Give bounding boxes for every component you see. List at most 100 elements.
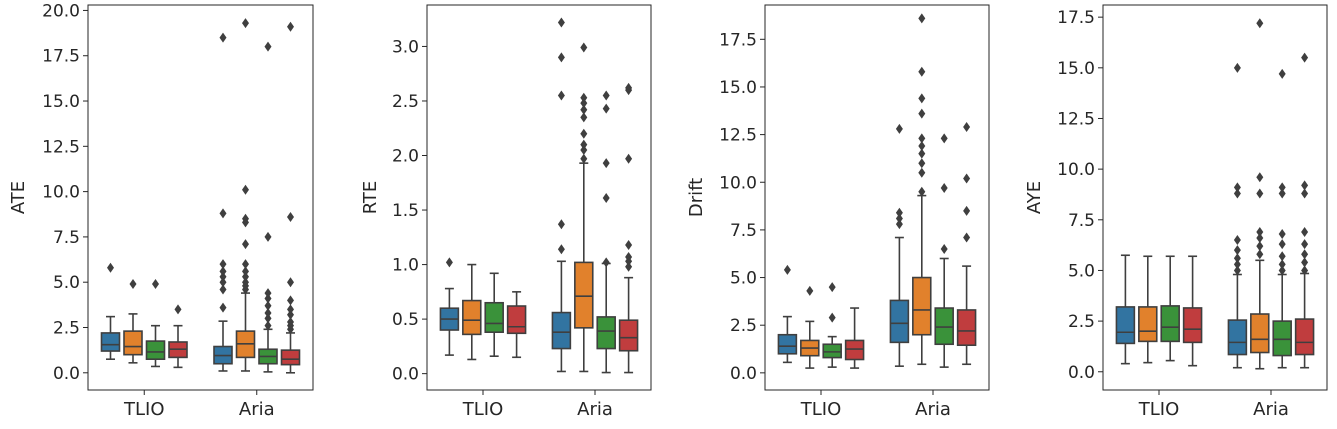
outlier-point (557, 219, 565, 230)
box-aria-2 (574, 42, 594, 373)
chart-panel-rte: 0.0 0.5 1.0 1.5 2.0 2.5 3.0 RTE TLIO Aria (360, 4, 652, 420)
outlier-point (1233, 259, 1241, 270)
y-tick-label: 10.0 (719, 173, 757, 193)
outlier-point (1233, 265, 1241, 276)
outlier-point (940, 133, 948, 144)
outlier-point (264, 308, 272, 318)
outlier-point (918, 158, 926, 169)
outlier-point (264, 293, 272, 304)
box-aria-4 (956, 121, 977, 366)
chart-panel-aye: 0.0 2.5 5.0 7.5 10.0 12.5 15.0 17.5 AYE TLIO Aria (1024, 4, 1328, 420)
x-tick-label-tlio: TLIO (1138, 399, 1180, 420)
outlier-point (174, 304, 182, 315)
box-iqr (934, 307, 954, 346)
box-aria-3 (596, 90, 616, 374)
outlier-point (1301, 52, 1309, 63)
box-iqr (912, 276, 932, 336)
outlier-point (1278, 259, 1286, 270)
outlier-point (783, 264, 791, 275)
outlier-point (1233, 188, 1241, 199)
y-tick-label: 2.5 (1068, 312, 1095, 332)
y-axis-label: ATE (8, 181, 29, 214)
box-iqr (551, 311, 572, 350)
box-aria-4 (1294, 52, 1315, 369)
outlier-point (580, 42, 588, 53)
y-tick-label: 0.5 (392, 310, 419, 330)
box-tlio-4 (844, 307, 865, 369)
outlier-point (219, 284, 227, 295)
outlier-point (1233, 245, 1241, 256)
box-tlio-4 (506, 291, 527, 359)
box-iqr (889, 299, 910, 344)
outlier-point (963, 232, 971, 243)
y-tick-label: 12.5 (42, 137, 80, 157)
outlier-point (895, 219, 903, 230)
y-tick-label: 15.0 (719, 78, 757, 98)
box-tlio-4 (1182, 255, 1203, 367)
y-tick-label: 0.0 (1068, 363, 1095, 383)
outlier-point (602, 158, 610, 169)
outlier-point (242, 271, 249, 282)
box-tlio-1 (439, 257, 460, 356)
outlier-point (287, 211, 294, 222)
outlier-point (580, 104, 588, 115)
y-tick-label: 2.5 (53, 318, 80, 338)
x-tick-label-tlio: TLIO (800, 399, 842, 420)
outlier-point (918, 167, 926, 178)
outlier-point (940, 182, 948, 193)
outlier-point (242, 259, 249, 270)
outlier-point (1278, 251, 1286, 262)
outlier-point (1301, 226, 1309, 237)
box-iqr (1182, 307, 1203, 344)
outlier-point (963, 121, 971, 132)
y-tick-label: 0.0 (730, 364, 757, 384)
box-aria-1 (551, 17, 572, 373)
outlier-point (1233, 235, 1241, 246)
axes-frame (1102, 4, 1328, 391)
y-tick-label: 17.5 (42, 47, 80, 67)
outlier-point (580, 128, 588, 139)
y-tick-label: 7.5 (53, 228, 80, 248)
x-tick-label-tlio: TLIO (123, 399, 165, 420)
box-iqr (100, 332, 121, 352)
outlier-point (580, 98, 588, 109)
outlier-point (940, 243, 948, 254)
box-aria-4 (618, 82, 639, 374)
outlier-point (625, 239, 633, 250)
outlier-point (219, 32, 227, 43)
chart-panel-drift: 0.0 2.5 5.0 7.5 10.0 12.5 15.0 17.5 Drift TLIO Ari… (686, 4, 990, 420)
outlier-point (1256, 18, 1264, 29)
box-aria-2 (912, 13, 932, 366)
axes-frame (87, 4, 314, 391)
outlier-point (580, 112, 588, 123)
box-aria-1 (213, 32, 233, 372)
box-tlio-2 (1138, 255, 1158, 364)
box-iqr (1227, 319, 1248, 356)
outlier-point (602, 193, 610, 204)
outlier-point (1278, 265, 1286, 276)
box-iqr (1160, 305, 1180, 343)
y-tick-label: 1.5 (392, 201, 419, 221)
outlier-point (625, 153, 633, 164)
box-iqr (777, 333, 798, 355)
outlier-point (895, 207, 903, 218)
outlier-point (219, 259, 227, 270)
outlier-point (963, 205, 971, 216)
outlier-point (219, 208, 227, 219)
outlier-point (264, 231, 272, 242)
box-tlio-3 (484, 272, 504, 357)
outlier-point (1278, 228, 1286, 239)
outlier-point (918, 148, 926, 159)
y-tick-label: 0.0 (53, 364, 80, 384)
box-iqr (1250, 313, 1270, 354)
outlier-point (1256, 226, 1264, 237)
outlier-point (445, 257, 453, 268)
box-tlio-1 (100, 262, 121, 361)
y-tick-label: 17.5 (1057, 8, 1095, 28)
outlier-point (963, 173, 971, 184)
outlier-point (557, 244, 565, 255)
outlier-point (152, 279, 159, 290)
x-tick-label-aria: Aria (239, 399, 275, 420)
y-tick-label: 5.0 (53, 273, 80, 293)
